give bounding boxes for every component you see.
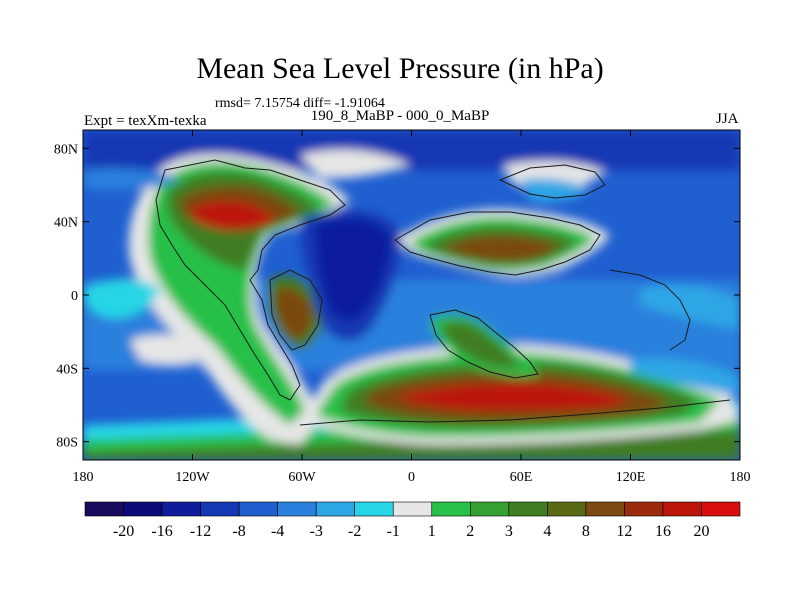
colorbar-label: -8 xyxy=(232,523,245,540)
colorbar-label: 4 xyxy=(543,523,551,540)
colorbar-swatch xyxy=(200,501,240,517)
colorbar-swatch xyxy=(315,501,356,517)
y-tick-label: 80N xyxy=(54,142,78,157)
colorbar-swatch xyxy=(431,501,471,517)
colorbar-label: -12 xyxy=(190,523,211,540)
map-title: Mean Sea Level Pressure (in hPa) xyxy=(196,52,604,85)
colorbar-label: 8 xyxy=(582,523,590,540)
colorbar-swatch xyxy=(277,501,317,517)
colorbar-label: 20 xyxy=(693,523,709,540)
coastline-outline xyxy=(155,159,731,426)
y-tick-label: 40N xyxy=(54,216,78,231)
stats-label: rmsd= 7.15754 diff= -1.91064 xyxy=(215,96,385,111)
x-tick-label: 120E xyxy=(616,470,646,485)
y-tick-label: 40S xyxy=(56,362,78,377)
x-tick-label: 180 xyxy=(730,470,751,485)
colorbar-label: 2 xyxy=(466,523,474,540)
experiment-label: Expt = texXm-texka xyxy=(84,113,207,129)
x-axis: 180 120W 60W 0 60E 120E 180 xyxy=(73,130,751,485)
period-label: 190_8_MaBP - 000_0_MaBP xyxy=(310,108,490,124)
colorbar-label: -16 xyxy=(151,523,172,540)
x-tick-label: 60E xyxy=(510,470,533,485)
colorbar-swatch xyxy=(662,501,702,517)
colorbar-swatch xyxy=(624,501,664,517)
colorbar-swatch xyxy=(585,501,625,517)
colorbar-swatch xyxy=(469,501,510,517)
colorbar-label: -3 xyxy=(310,523,323,540)
colorbar-label: -20 xyxy=(113,523,134,540)
colorbar-swatch xyxy=(508,501,548,517)
colorbar-swatch xyxy=(238,501,278,517)
x-tick-label: 0 xyxy=(408,470,415,485)
y-axis: 80N 40N 0 40S 80S xyxy=(54,142,740,451)
y-tick-label: 80S xyxy=(56,436,78,451)
colorbar-label: -1 xyxy=(387,523,400,540)
colorbar-swatch xyxy=(123,501,163,517)
colorbar-swatch xyxy=(354,501,394,517)
colorbar-label: 3 xyxy=(505,523,513,540)
colorbar-swatch xyxy=(84,501,124,517)
colorbar-swatch xyxy=(392,501,433,517)
colorbar-label: 12 xyxy=(616,523,632,540)
x-tick-label: 120W xyxy=(175,470,210,485)
colorbar-swatch xyxy=(547,501,587,517)
x-tick-label: 60W xyxy=(288,470,316,485)
x-tick-label: 180 xyxy=(73,470,94,485)
colorbar: -20 -16 -12 -8 -4 -3 -2 -1 1 2 3 4 8 12 16 20 xyxy=(84,501,741,540)
y-tick-label: 0 xyxy=(71,289,78,304)
colorbar-label: 16 xyxy=(655,523,671,540)
colorbar-swatch xyxy=(701,501,741,517)
colorbar-swatch xyxy=(161,501,201,517)
colorbar-label: -2 xyxy=(348,523,361,540)
colorbar-label: 1 xyxy=(428,523,436,540)
colorbar-label: -4 xyxy=(271,523,284,540)
map-field xyxy=(83,130,740,460)
season-label: JJA xyxy=(716,111,739,127)
